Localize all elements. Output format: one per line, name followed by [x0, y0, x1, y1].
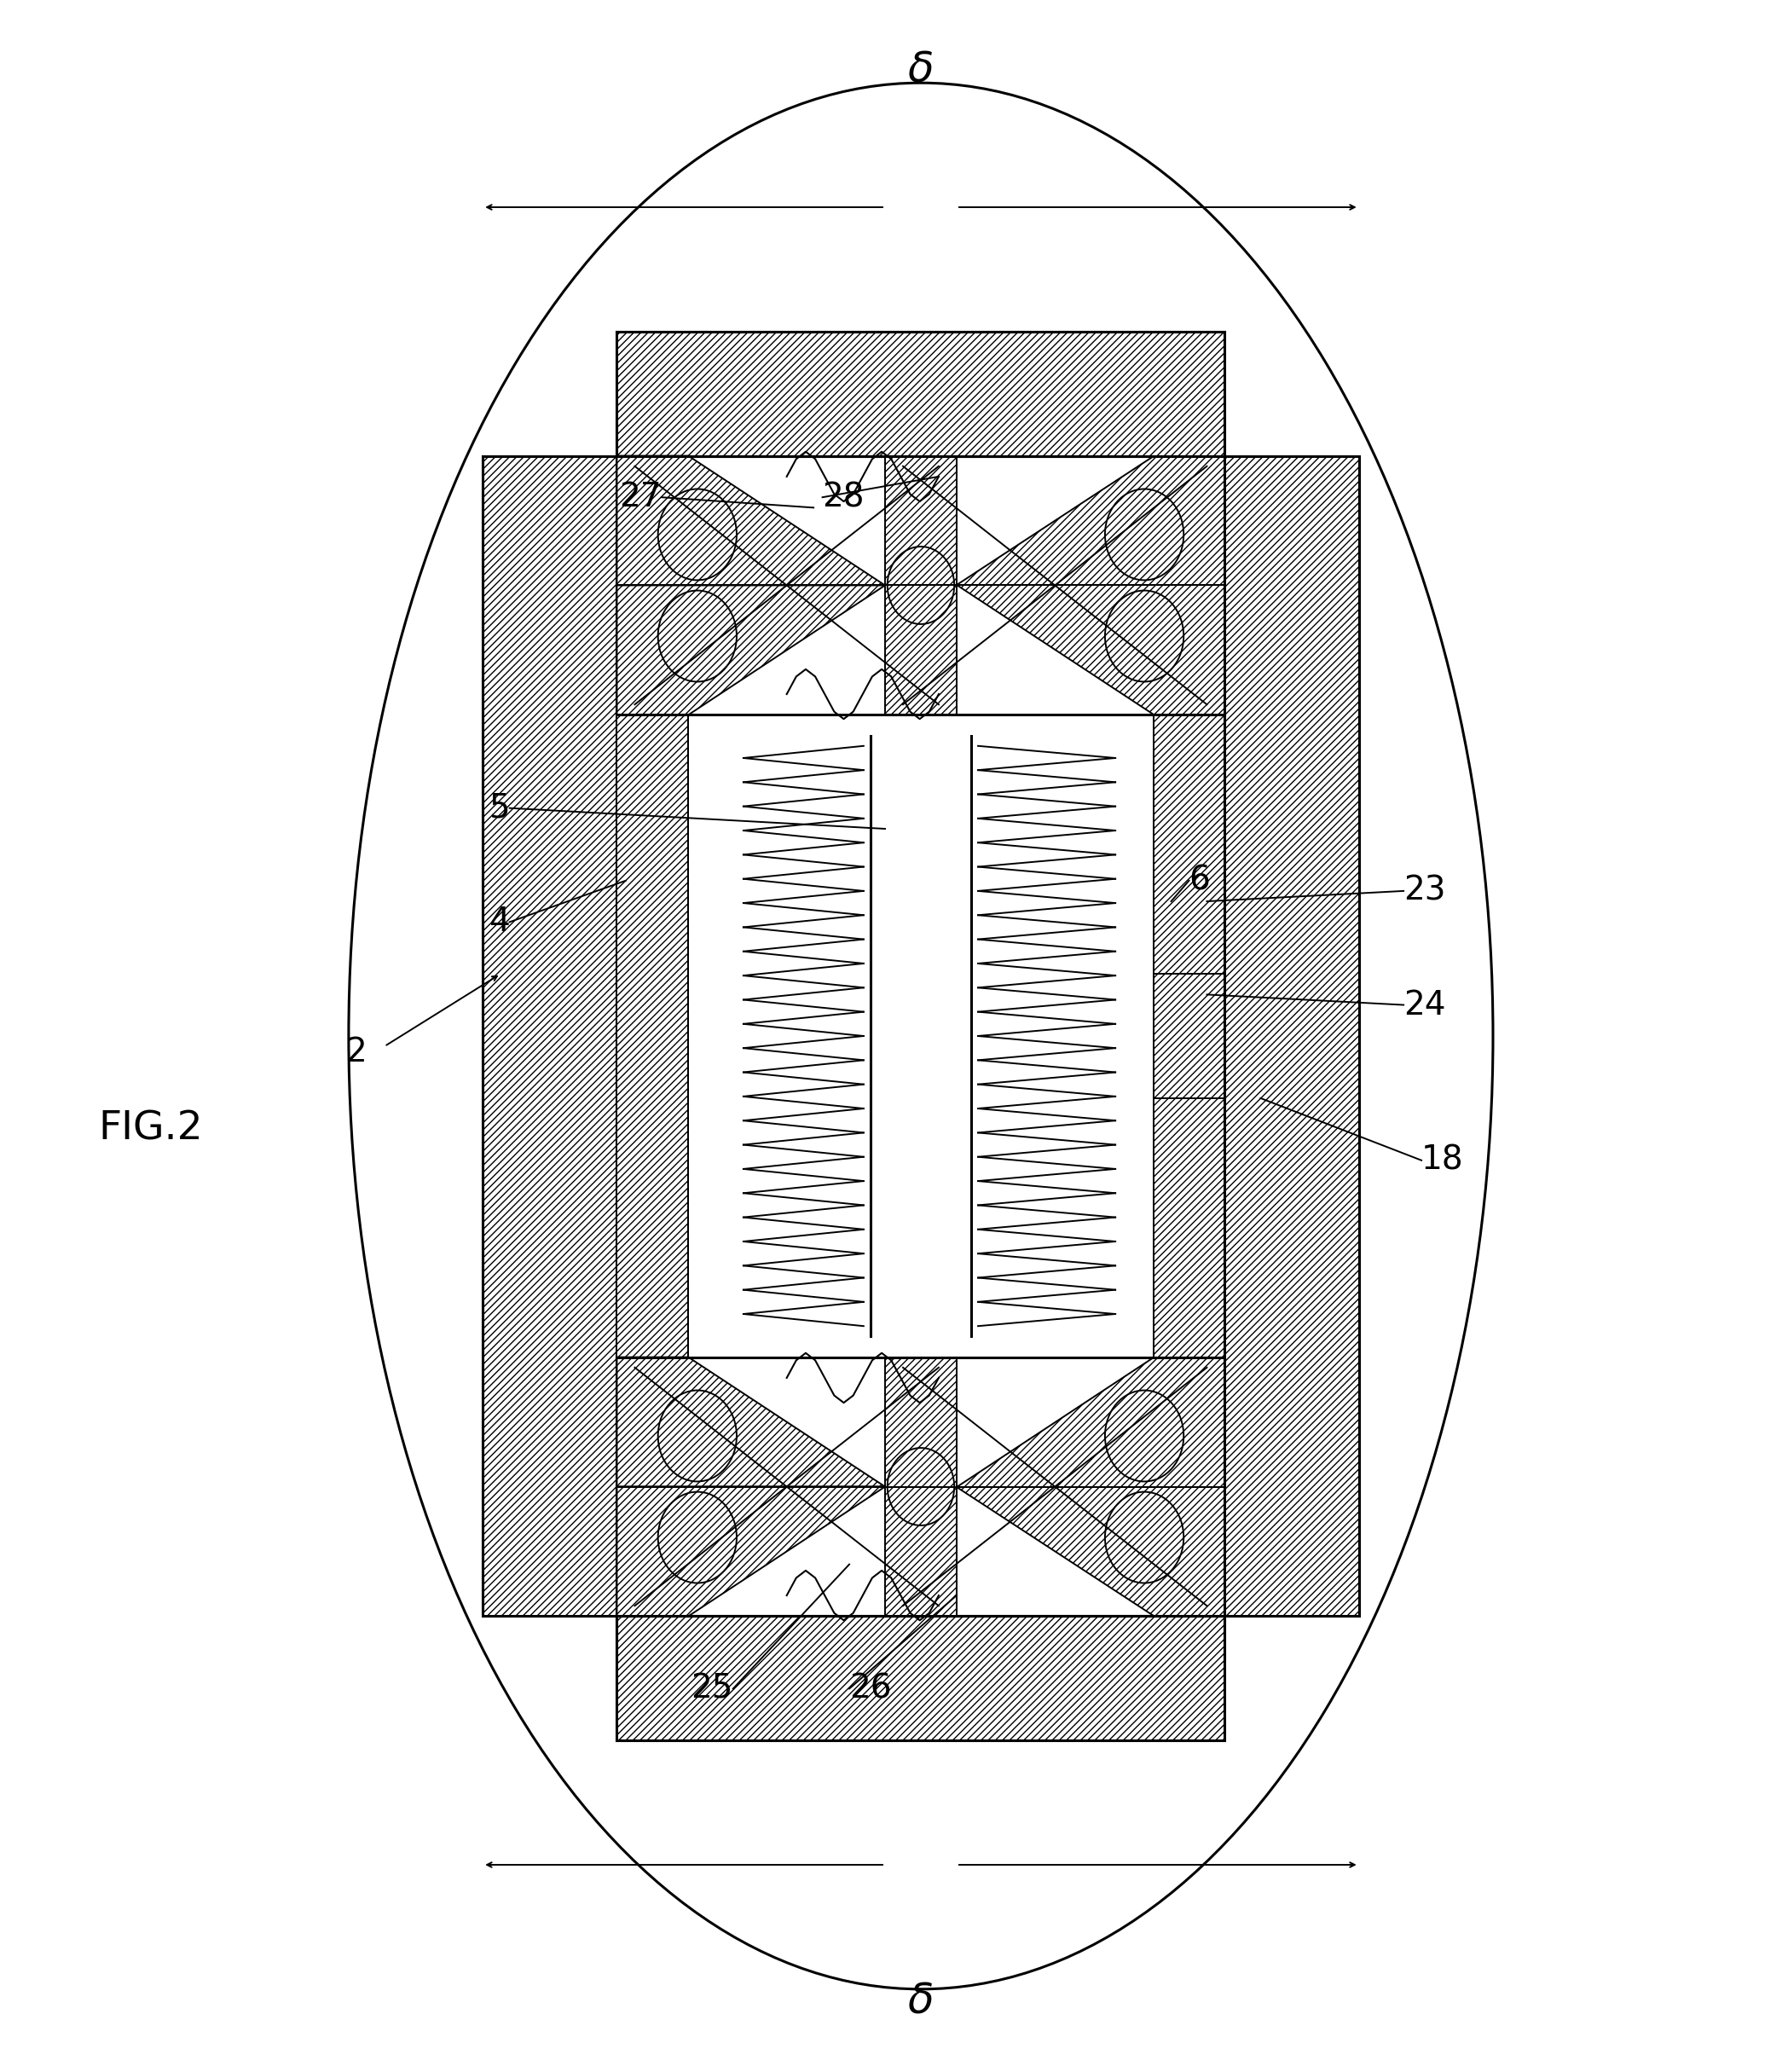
Text: 24: 24	[1404, 988, 1446, 1021]
Polygon shape	[885, 456, 957, 584]
Text: 6: 6	[1189, 864, 1210, 897]
Text: δ: δ	[908, 50, 933, 91]
Text: 18: 18	[1421, 1144, 1464, 1177]
Text: 26: 26	[849, 1672, 892, 1705]
Polygon shape	[957, 456, 1225, 584]
Polygon shape	[871, 736, 971, 1336]
Text: 5: 5	[488, 792, 510, 825]
Text: 4: 4	[488, 905, 510, 939]
Polygon shape	[885, 584, 957, 715]
Polygon shape	[617, 1488, 885, 1616]
Text: δ: δ	[908, 1981, 933, 2022]
Text: 25: 25	[690, 1672, 733, 1705]
Polygon shape	[957, 1357, 1225, 1488]
Polygon shape	[1153, 715, 1225, 1357]
Polygon shape	[617, 584, 885, 715]
Polygon shape	[957, 1488, 1225, 1616]
Polygon shape	[617, 456, 885, 584]
Polygon shape	[957, 584, 1225, 715]
Polygon shape	[885, 1488, 957, 1616]
Polygon shape	[483, 456, 617, 1616]
Polygon shape	[1225, 456, 1359, 1616]
Text: 27: 27	[619, 481, 662, 514]
Text: FIG.2: FIG.2	[98, 1111, 204, 1148]
Polygon shape	[617, 332, 1225, 456]
Polygon shape	[617, 1616, 1225, 1740]
Text: 23: 23	[1404, 874, 1446, 908]
Text: 2: 2	[345, 1036, 367, 1069]
Polygon shape	[885, 1357, 957, 1488]
Polygon shape	[617, 715, 688, 1357]
Polygon shape	[688, 715, 1153, 1357]
Text: 28: 28	[822, 481, 865, 514]
Polygon shape	[617, 1357, 885, 1488]
